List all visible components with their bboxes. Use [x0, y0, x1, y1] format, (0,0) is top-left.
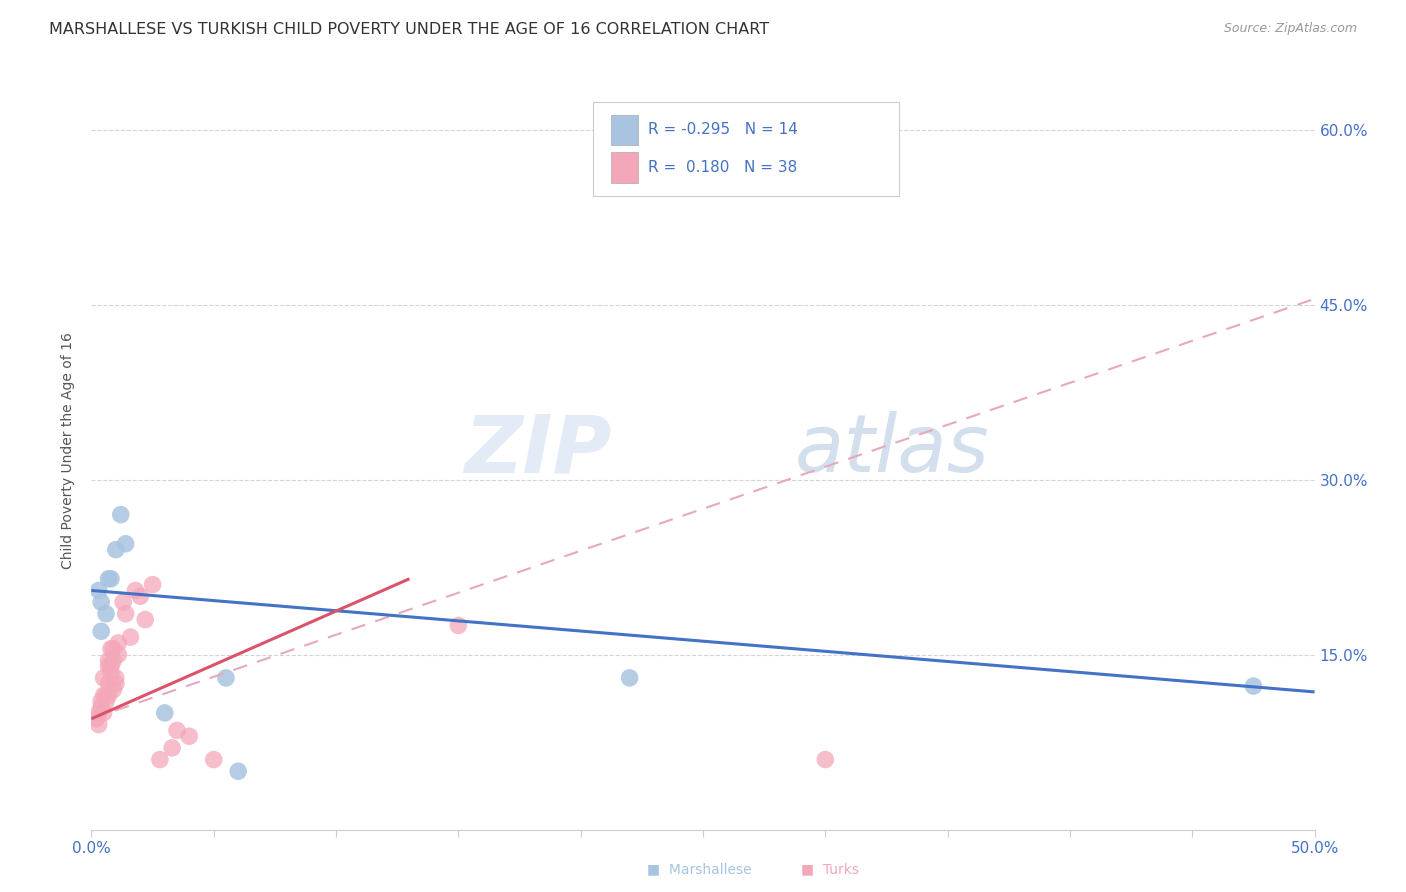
FancyBboxPatch shape	[593, 102, 898, 196]
Point	[93, 689, 115, 703]
Text: R =  0.180   N = 38: R = 0.180 N = 38	[648, 161, 797, 175]
Text: MARSHALLESE VS TURKISH CHILD POVERTY UNDER THE AGE OF 16 CORRELATION CHART: MARSHALLESE VS TURKISH CHILD POVERTY UND…	[49, 22, 769, 37]
Point	[90, 700, 112, 714]
Point	[103, 682, 125, 697]
Point	[120, 630, 142, 644]
Point	[141, 577, 163, 591]
Point	[97, 689, 120, 703]
Point	[90, 624, 112, 639]
Point	[226, 764, 249, 779]
Point	[447, 618, 470, 632]
Point	[124, 583, 146, 598]
Point	[129, 589, 152, 603]
Point	[160, 740, 183, 755]
Point	[87, 583, 110, 598]
Point	[100, 659, 122, 673]
Point	[179, 729, 201, 743]
Point	[93, 671, 115, 685]
Point	[104, 677, 127, 691]
Point	[90, 595, 112, 609]
Point	[1243, 679, 1265, 693]
Point	[94, 607, 117, 621]
Point	[97, 659, 120, 673]
Point	[619, 671, 641, 685]
Point	[149, 753, 172, 767]
Point	[100, 665, 122, 679]
Point	[134, 613, 156, 627]
Point	[202, 753, 225, 767]
Point	[93, 706, 115, 720]
Point	[84, 712, 107, 726]
Point	[215, 671, 238, 685]
Point	[107, 648, 129, 662]
Text: ZIP: ZIP	[464, 411, 612, 490]
Point	[114, 537, 136, 551]
Point	[87, 706, 110, 720]
Point	[94, 689, 117, 703]
Text: ■  Turks: ■ Turks	[801, 863, 859, 877]
Text: Source: ZipAtlas.com: Source: ZipAtlas.com	[1223, 22, 1357, 36]
Y-axis label: Child Poverty Under the Age of 16: Child Poverty Under the Age of 16	[62, 332, 76, 569]
Text: R = -0.295   N = 14: R = -0.295 N = 14	[648, 122, 797, 137]
Point	[104, 671, 127, 685]
Point	[103, 641, 125, 656]
Point	[114, 607, 136, 621]
Point	[97, 572, 120, 586]
Point	[814, 753, 837, 767]
Bar	[612, 114, 638, 145]
Point	[166, 723, 188, 738]
Point	[94, 694, 117, 708]
Point	[100, 572, 122, 586]
Point	[87, 717, 110, 731]
Bar	[612, 153, 638, 183]
Text: ■  Marshallese: ■ Marshallese	[647, 863, 751, 877]
Point	[97, 653, 120, 667]
Point	[90, 694, 112, 708]
Point	[103, 653, 125, 667]
Point	[107, 636, 129, 650]
Text: atlas: atlas	[794, 411, 990, 490]
Point	[97, 677, 120, 691]
Point	[153, 706, 176, 720]
Point	[110, 508, 132, 522]
Point	[104, 542, 127, 557]
Point	[100, 641, 122, 656]
Point	[112, 595, 135, 609]
